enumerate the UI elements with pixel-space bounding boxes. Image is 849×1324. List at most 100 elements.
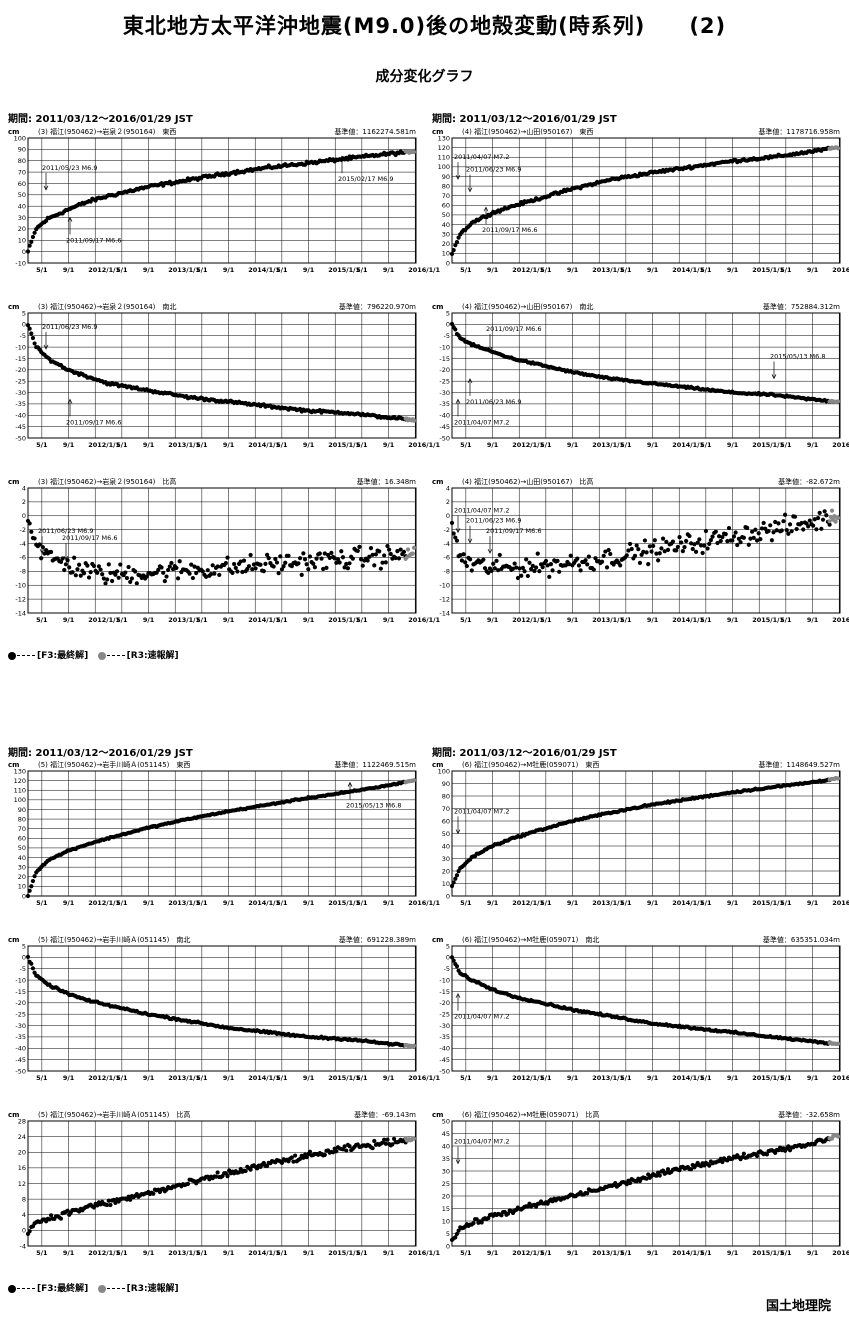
data-point	[807, 518, 812, 523]
data-point	[279, 567, 285, 572]
data-point	[324, 565, 329, 570]
data-point	[105, 577, 110, 582]
data-point	[368, 546, 374, 551]
y-tick-label: 60	[18, 180, 26, 188]
data-point	[235, 569, 240, 574]
y-tick-label: 25	[442, 1180, 450, 1188]
data-point	[387, 547, 392, 552]
data-point	[291, 1159, 296, 1164]
y-tick-label: 40	[442, 221, 450, 229]
y-tick-label: 20	[442, 867, 450, 875]
quake-annotation-arrowhead	[487, 347, 493, 352]
quake-annotation-arrowhead	[347, 781, 353, 787]
x-tick-label: 9/1	[303, 441, 315, 449]
data-point	[248, 1167, 253, 1172]
data-point	[372, 1138, 377, 1144]
x-tick-label: 2012/1/1	[512, 899, 544, 907]
y-tick-label: 0	[22, 892, 26, 900]
x-tick-label: 9/1	[727, 441, 739, 449]
y-tick-label: -45	[439, 423, 450, 431]
data-point	[370, 1146, 375, 1151]
data-point	[391, 1136, 397, 1142]
data-point	[665, 1167, 671, 1172]
data-point	[264, 552, 270, 557]
data-point	[30, 234, 36, 240]
data-point	[27, 243, 32, 248]
data-point	[113, 1200, 118, 1205]
quake-annotation-label: 2015/05/13 M6.8	[346, 802, 401, 810]
data-point	[456, 1228, 461, 1233]
data-point	[677, 534, 682, 540]
data-point	[746, 542, 751, 547]
x-tick-label: 2013/1/1	[592, 266, 624, 274]
chart-title: (5) 福江(950462)→岩手川崎Ａ(051145) 比高	[38, 1110, 190, 1119]
y-tick-label: 90	[442, 780, 450, 788]
x-tick-label: 5/1	[460, 266, 472, 274]
series-final-points	[25, 779, 408, 899]
y-tick-label: 28	[18, 1117, 26, 1125]
x-tick-label: 2013/1/1	[592, 899, 624, 907]
y-tick-label: -10	[15, 976, 26, 984]
data-point	[250, 567, 255, 572]
footer-organization: 国土地理院	[765, 1299, 831, 1314]
x-tick-label: 2016/1/1	[408, 899, 440, 907]
x-tick-label: 9/1	[223, 1249, 235, 1257]
data-point	[453, 876, 458, 881]
page-subtitle: 成分変化グラフ	[375, 69, 474, 85]
x-tick-label: 2016/1/1	[832, 1249, 849, 1257]
data-point	[637, 560, 643, 565]
series-final-points	[25, 954, 408, 1048]
quake-annotation-label: 2011/06/23 M6.9	[38, 527, 93, 535]
data-point	[720, 534, 725, 540]
data-point	[390, 1142, 395, 1147]
data-point	[246, 564, 252, 569]
data-point	[548, 562, 554, 567]
x-tick-label: 5/1	[196, 266, 208, 274]
data-point	[312, 565, 318, 570]
data-point	[591, 567, 596, 572]
y-tick-label: -50	[15, 1067, 26, 1075]
page-title: 東北地方太平洋沖地震(M9.0)後の地殻変動(時系列) (2)	[122, 14, 727, 38]
data-point	[405, 547, 411, 552]
y-tick-label: -20	[15, 999, 26, 1007]
x-tick-label: 5/1	[276, 1249, 288, 1257]
quake-annotation-label: 2011/09/17 M6.6	[62, 534, 117, 542]
y-axis-unit: cm	[432, 303, 443, 311]
x-tick-label: 2014/1/1	[672, 441, 704, 449]
data-point	[162, 578, 167, 584]
x-tick-label: 5/1	[116, 899, 128, 907]
series-final-points	[25, 323, 408, 422]
data-point	[698, 543, 704, 548]
data-point	[585, 1191, 590, 1196]
x-tick-label: 5/1	[460, 616, 472, 624]
data-point	[781, 519, 786, 524]
data-point	[73, 573, 78, 578]
y-tick-label: 20	[18, 1149, 26, 1157]
data-point	[241, 558, 247, 563]
data-point	[108, 570, 113, 576]
data-point	[792, 514, 798, 519]
quake-annotation-label: 2011/04/07 M7.2	[454, 418, 509, 426]
x-tick-label: 5/1	[356, 616, 368, 624]
x-tick-label: 5/1	[116, 266, 128, 274]
x-tick-label: 2014/1/1	[672, 266, 704, 274]
data-point	[388, 551, 393, 557]
data-point	[32, 536, 37, 541]
data-point	[664, 539, 669, 544]
x-tick-label: 2013/1/1	[592, 1249, 624, 1257]
quake-annotation-arrowhead	[487, 548, 493, 554]
data-point	[835, 515, 841, 521]
y-tick-label: 2	[22, 498, 26, 506]
baseline-value: 基準値：691228.389m	[339, 935, 416, 944]
data-point	[786, 531, 791, 536]
x-tick-label: 9/1	[383, 899, 395, 907]
series-rapid-points	[827, 398, 841, 405]
data-point	[654, 551, 659, 556]
data-point	[695, 540, 700, 545]
y-tick-label: 5	[446, 309, 450, 317]
data-point	[75, 567, 80, 572]
baseline-value: 基準値：1122469.515m	[334, 760, 416, 769]
x-tick-label: 5/1	[620, 1249, 632, 1257]
quake-annotation-label: 2011/06/23 M6.9	[466, 398, 521, 406]
series-final-points	[449, 1136, 832, 1242]
